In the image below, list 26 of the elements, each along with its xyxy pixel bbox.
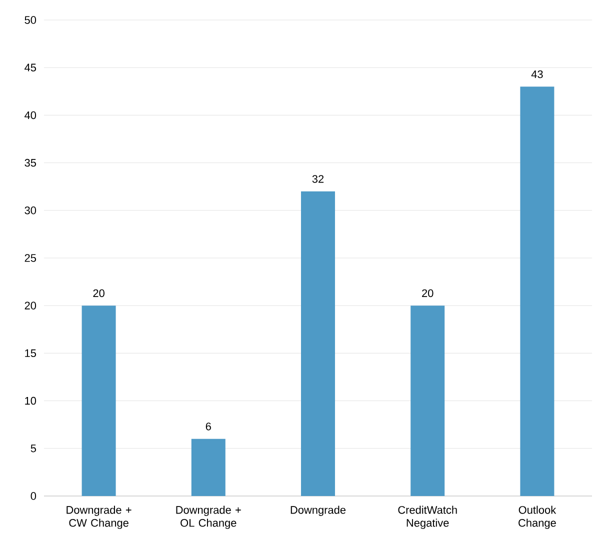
bar xyxy=(191,438,226,496)
y-tick-label: 15 xyxy=(25,349,36,358)
y-tick-label: 0 xyxy=(30,492,36,500)
y-tick-label: 35 xyxy=(24,158,36,167)
x-tick-label: CreditWatch Negative xyxy=(398,506,457,529)
y-tick-label: 50 xyxy=(24,16,36,24)
y-tick-label: 40 xyxy=(24,111,36,120)
x-tick-label: Downgrade + CW Change xyxy=(66,506,132,529)
x-tick-label: Downgrade xyxy=(290,506,346,516)
bar xyxy=(301,191,335,496)
x-tick-label: Downgrade + OL Change xyxy=(176,506,241,529)
bar xyxy=(520,86,554,496)
y-tick-label: 30 xyxy=(24,206,36,214)
data-label: 32 xyxy=(312,175,324,183)
y-tick-label: 5 xyxy=(30,444,36,452)
y-tick-label: 25 xyxy=(24,254,36,262)
data-label: 20 xyxy=(422,289,434,298)
data-label: 43 xyxy=(531,70,543,78)
y-tick-label: 20 xyxy=(24,302,36,310)
bar xyxy=(82,306,116,496)
data-label: 20 xyxy=(93,289,104,298)
y-tick-label: 45 xyxy=(24,64,36,72)
data-label: 6 xyxy=(206,422,211,430)
bar xyxy=(410,306,445,496)
y-tick-label: 10 xyxy=(25,396,36,405)
x-tick-label: Outlook Change xyxy=(518,506,556,529)
